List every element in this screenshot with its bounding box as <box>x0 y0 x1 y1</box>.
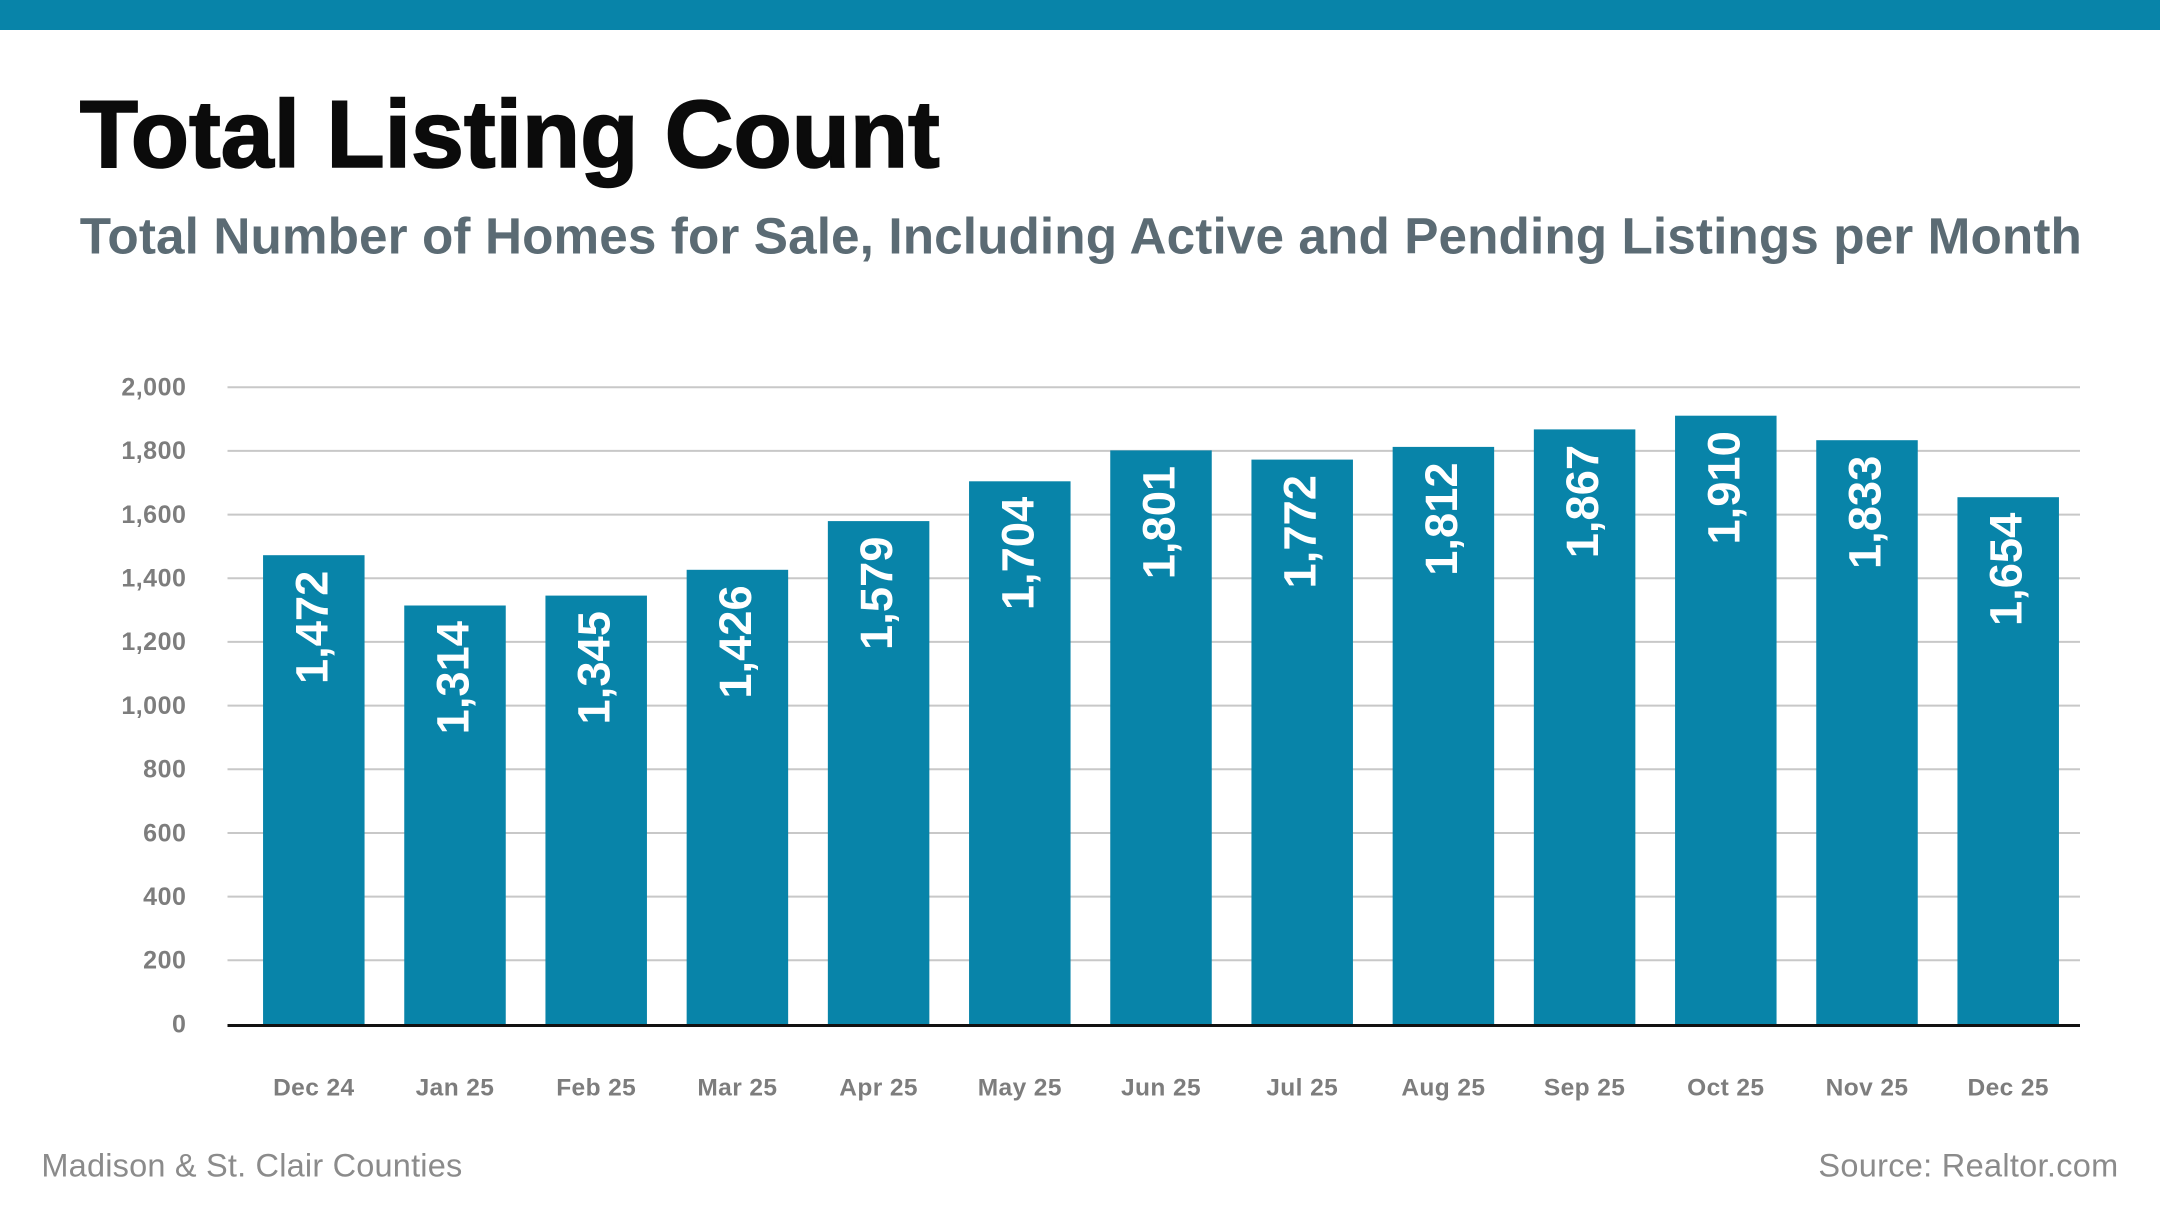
svg-text:Mar 25: Mar 25 <box>697 1075 777 1102</box>
svg-text:Nov 25: Nov 25 <box>1826 1075 1909 1102</box>
svg-text:1,345: 1,345 <box>569 611 620 724</box>
svg-text:Total Number of Homes for Sale: Total Number of Homes for Sale, Includin… <box>80 208 2082 265</box>
svg-text:0: 0 <box>172 1010 186 1038</box>
svg-text:1,800: 1,800 <box>121 437 186 465</box>
svg-text:Total Listing Count: Total Listing Count <box>80 82 940 188</box>
svg-text:2,000: 2,000 <box>121 373 186 401</box>
svg-text:1,812: 1,812 <box>1416 462 1467 575</box>
svg-text:Apr 25: Apr 25 <box>839 1075 918 1102</box>
svg-text:May 25: May 25 <box>978 1075 1062 1102</box>
svg-text:1,426: 1,426 <box>710 585 761 698</box>
svg-text:800: 800 <box>143 756 186 784</box>
svg-text:Aug 25: Aug 25 <box>1401 1075 1485 1102</box>
svg-text:Madison & St. Clair Counties: Madison & St. Clair Counties <box>41 1147 462 1183</box>
svg-text:200: 200 <box>143 947 186 975</box>
svg-text:Jul 25: Jul 25 <box>1266 1075 1338 1102</box>
svg-text:Sep 25: Sep 25 <box>1544 1075 1625 1102</box>
svg-text:400: 400 <box>143 883 186 911</box>
svg-text:1,910: 1,910 <box>1698 431 1749 544</box>
svg-text:1,704: 1,704 <box>992 497 1043 610</box>
svg-text:Feb 25: Feb 25 <box>556 1075 636 1102</box>
svg-text:1,314: 1,314 <box>428 621 479 734</box>
svg-text:1,400: 1,400 <box>121 565 186 593</box>
svg-text:1,472: 1,472 <box>286 571 337 684</box>
svg-text:Dec 25: Dec 25 <box>1967 1075 2048 1102</box>
svg-text:1,801: 1,801 <box>1134 466 1185 579</box>
svg-text:1,600: 1,600 <box>121 501 186 529</box>
svg-text:Jun 25: Jun 25 <box>1121 1075 1201 1102</box>
svg-text:600: 600 <box>143 819 186 847</box>
svg-text:1,579: 1,579 <box>851 537 902 650</box>
svg-text:1,867: 1,867 <box>1557 445 1608 558</box>
svg-text:1,772: 1,772 <box>1275 475 1326 588</box>
svg-text:1,000: 1,000 <box>121 692 186 720</box>
svg-text:1,200: 1,200 <box>121 628 186 656</box>
svg-text:1,654: 1,654 <box>1981 513 2032 626</box>
svg-text:Dec 24: Dec 24 <box>273 1075 354 1102</box>
svg-text:Oct 25: Oct 25 <box>1687 1075 1764 1102</box>
svg-text:Source: Realtor.com: Source: Realtor.com <box>1818 1147 2118 1183</box>
svg-text:Jan 25: Jan 25 <box>416 1075 495 1102</box>
svg-text:1,833: 1,833 <box>1840 456 1891 569</box>
